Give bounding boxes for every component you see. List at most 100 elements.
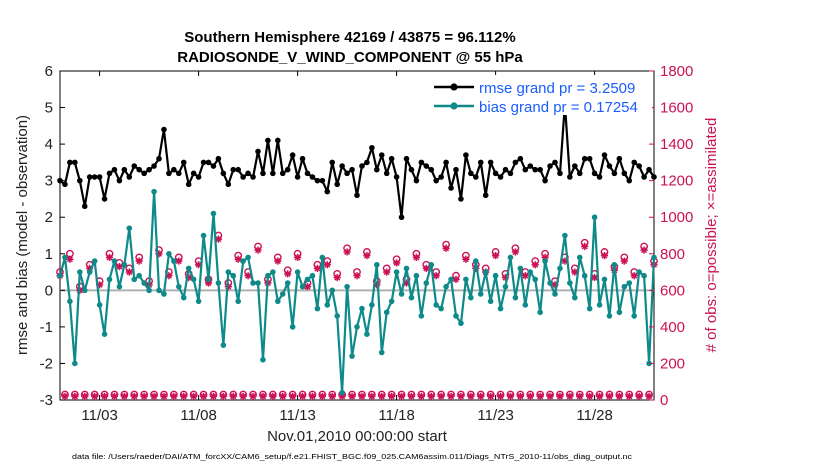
bias-point: [393, 269, 400, 275]
obs-assimilated-stroke: [581, 243, 588, 250]
rmse-point: [111, 166, 118, 173]
rmse-point: [517, 155, 524, 162]
chart-subtitle: RADIOSONDE_V_WIND_COMPONENT @ 55 hPa: [177, 49, 523, 66]
obs-assimilated-point: [605, 392, 614, 400]
rmse-point: [171, 166, 177, 173]
y-tick-label: 4: [45, 136, 53, 153]
rmse-point: [81, 203, 88, 210]
obs-assimilated-stroke: [245, 272, 252, 279]
y-tick-right-label: 1200: [660, 173, 693, 190]
rmse-point: [403, 155, 410, 162]
obs-assimilated-point: [313, 264, 321, 272]
rmse-point: [596, 174, 603, 180]
bias-point: [596, 302, 603, 308]
obs-assimilated-stroke: [423, 265, 430, 272]
bias-point: [205, 276, 212, 283]
obs-assimilated-point: [66, 255, 74, 263]
bias-point: [517, 265, 524, 272]
bias-point: [463, 276, 469, 283]
obs-assimilated-point: [110, 392, 119, 400]
obs-assimilated-stroke: [512, 248, 519, 256]
y-tick-right-label: 800: [660, 246, 685, 263]
rmse-point: [477, 159, 484, 166]
rmse-point: [86, 174, 93, 180]
obs-assimilated-point: [61, 392, 69, 400]
bias-point: [572, 294, 578, 301]
obs-assimilated-stroke: [443, 245, 450, 252]
obs-assimilated-point: [620, 257, 628, 265]
bias-point: [359, 305, 365, 312]
rmse-point: [299, 155, 306, 162]
bias-point: [324, 302, 331, 308]
bias-point: [403, 265, 410, 272]
obs-assimilated-point: [115, 262, 123, 271]
bias-point: [497, 305, 504, 312]
rmse-point: [161, 126, 167, 133]
obs-assimilated-point: [531, 261, 539, 269]
obs-assimilated-point: [595, 392, 604, 400]
bias-point: [240, 258, 246, 264]
rmse-point: [294, 174, 301, 180]
obs-assimilated-stroke: [606, 393, 613, 400]
obs-assimilated-point: [477, 392, 485, 400]
obs-assimilated-point: [462, 255, 470, 263]
rmse-point: [151, 163, 157, 169]
obs-assimilated-stroke: [398, 393, 405, 400]
obs-assimilated-point: [100, 392, 109, 400]
obs-assimilated-stroke: [393, 259, 400, 266]
obs-assimilated-stroke: [240, 393, 247, 400]
obs-assimilated-point: [600, 252, 609, 260]
rmse-point: [225, 181, 232, 188]
rmse-point: [235, 166, 241, 173]
obs-assimilated-point: [576, 392, 584, 400]
rmse-point: [62, 181, 68, 188]
bias-point: [334, 313, 341, 319]
obs-assimilated-stroke: [413, 254, 420, 261]
obs-assimilated-point: [125, 268, 133, 276]
obs-assimilated-point: [487, 392, 495, 400]
rmse-point: [383, 170, 390, 177]
obs-assimilated-stroke: [438, 393, 445, 400]
obs-assimilated-stroke: [329, 393, 336, 400]
y-tick-right-label: 1400: [660, 136, 693, 153]
rmse-point: [557, 170, 563, 177]
obs-assimilated-point: [199, 392, 208, 400]
bias-point: [180, 294, 187, 301]
rmse-point: [482, 192, 489, 199]
y-tick-label: 1: [45, 246, 53, 263]
obs-assimilated-stroke: [418, 393, 425, 400]
obs-assimilated-stroke: [269, 393, 276, 400]
bias-point: [354, 324, 360, 330]
bias-point: [453, 313, 459, 319]
y-axis-right-label: # of obs: o=possible; ×=assimilated: [703, 118, 720, 353]
rmse-point: [497, 174, 504, 180]
bias-point: [364, 331, 370, 338]
rmse-point: [220, 170, 227, 177]
rmse-line: [59, 102, 655, 219]
obs-assimilated-point: [412, 253, 420, 262]
y-tick-label: 0: [45, 282, 53, 299]
bias-point: [265, 272, 271, 279]
bias-point: [284, 280, 291, 286]
rmse-point: [413, 177, 420, 184]
obs-assimilated-point: [120, 392, 128, 400]
x-tick-label: 11/28: [576, 407, 612, 424]
rmse-point: [72, 159, 78, 166]
legend-bias-marker: [450, 102, 458, 110]
obs-assimilated-stroke: [363, 252, 370, 259]
bias-point: [626, 280, 633, 286]
y-tick-label: -2: [40, 355, 53, 372]
bias-point: [616, 309, 623, 316]
rmse-point: [378, 152, 385, 158]
rmse-point: [77, 177, 83, 184]
obs-assimilated-point: [358, 392, 366, 400]
rmse-point: [641, 174, 647, 180]
bias-point: [260, 356, 266, 363]
obs-assimilated-stroke: [467, 393, 474, 400]
bias-point: [72, 360, 78, 367]
obs-assimilated-stroke: [532, 261, 539, 268]
y-tick-right-label: 1800: [660, 63, 693, 80]
obs-assimilated-point: [506, 392, 515, 400]
rmse-point: [240, 174, 246, 180]
bias-point: [636, 269, 642, 275]
